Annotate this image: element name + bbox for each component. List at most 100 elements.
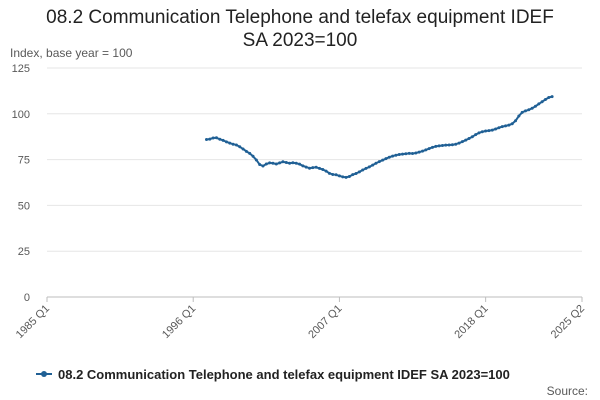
data-point [537, 102, 541, 106]
data-point [543, 98, 547, 102]
data-point [344, 175, 348, 179]
data-point [487, 129, 491, 133]
data-point [507, 123, 511, 127]
data-point [314, 165, 318, 169]
data-point [447, 143, 451, 147]
data-point [470, 135, 474, 139]
data-point [381, 158, 385, 162]
data-point [364, 166, 368, 170]
chart-title-line2: SA 2023=100 [242, 30, 358, 51]
data-point [404, 152, 408, 156]
data-point [374, 161, 378, 165]
series-line [206, 95, 553, 179]
data-point [391, 154, 395, 158]
data-point [533, 104, 537, 108]
data-point [547, 96, 551, 99]
data-point [298, 162, 302, 166]
data-point [321, 167, 325, 171]
legend-label: 08.2 Communication Telephone and telefax… [58, 366, 510, 382]
data-point [251, 154, 255, 158]
data-point [444, 143, 448, 147]
data-point [264, 162, 268, 166]
legend-marker [41, 371, 47, 377]
data-point [238, 145, 242, 149]
x-tick-label: 1985 Q1 [14, 303, 52, 341]
y-tick-label: 125 [12, 63, 30, 75]
source-label: Source: [546, 384, 588, 398]
data-point [334, 173, 338, 177]
data-point [361, 168, 365, 172]
data-point [317, 166, 321, 170]
x-tick-label: 1996 Q1 [160, 303, 198, 341]
data-point [524, 109, 528, 113]
data-point [434, 144, 438, 148]
data-point [324, 169, 328, 173]
data-point [500, 125, 504, 129]
data-point [205, 137, 208, 141]
data-point [288, 161, 292, 165]
data-point [490, 128, 494, 132]
data-point [337, 174, 341, 178]
data-point [268, 161, 272, 165]
data-point [294, 161, 298, 165]
data-point [371, 163, 375, 167]
data-point [241, 147, 245, 151]
data-point [497, 126, 501, 130]
data-point [480, 130, 484, 134]
data-point [291, 161, 295, 165]
data-point [367, 165, 371, 169]
data-point [510, 122, 514, 126]
data-point [271, 161, 275, 165]
data-point [457, 141, 461, 145]
data-point [394, 153, 398, 157]
data-point [301, 164, 305, 168]
data-point [278, 161, 282, 165]
data-point [437, 144, 441, 148]
data-point [331, 172, 335, 176]
data-point [514, 119, 518, 123]
data-point [208, 137, 212, 141]
data-point [427, 147, 431, 151]
data-point [347, 174, 351, 178]
data-point [540, 100, 544, 104]
data-point [424, 148, 428, 152]
data-point [244, 149, 248, 153]
data-point [430, 145, 434, 149]
y-tick-label: 25 [18, 246, 30, 258]
data-point [484, 129, 488, 133]
data-point [421, 149, 424, 153]
data-point [520, 110, 524, 114]
data-point [327, 171, 331, 175]
data-point [411, 152, 415, 156]
x-axis: 1985 Q1 1996 Q1 2007 Q1 2018 Q1 2025 Q2 [14, 297, 587, 341]
data-point [234, 143, 238, 147]
data-point [384, 157, 388, 161]
y-tick-label: 50 [18, 200, 30, 212]
data-point [477, 131, 481, 135]
data-point [351, 173, 355, 177]
data-point [474, 133, 478, 137]
legend[interactable]: 08.2 Communication Telephone and telefax… [36, 365, 510, 383]
data-point [281, 160, 285, 164]
data-point [440, 143, 444, 147]
data-point [464, 138, 468, 142]
data-point [397, 152, 401, 156]
legend-swatch [36, 368, 52, 380]
data-point [354, 172, 358, 176]
x-tick-label: 2025 Q2 [549, 303, 587, 341]
data-point [258, 163, 262, 167]
y-tick-label: 75 [18, 155, 30, 167]
data-point [311, 166, 315, 170]
data-point [494, 127, 498, 131]
data-point [341, 175, 345, 179]
data-point [224, 140, 228, 144]
data-point [248, 151, 252, 155]
data-point [417, 150, 421, 154]
data-point [254, 158, 258, 162]
data-point [308, 166, 312, 170]
chart-title: 08.2 Communication Telephone and telefax… [0, 6, 600, 52]
data-point [231, 142, 235, 146]
data-point [460, 140, 464, 144]
data-point [407, 151, 411, 155]
y-tick-label: 0 [24, 292, 30, 304]
